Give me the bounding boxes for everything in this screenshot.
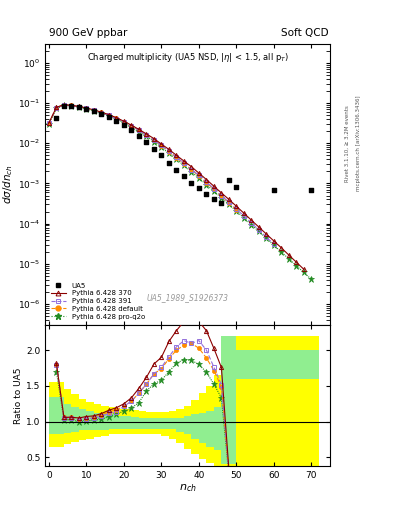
Point — [308, 185, 314, 194]
Point — [106, 113, 112, 121]
Point — [53, 114, 60, 122]
Text: Charged multiplicity (UA5 NSD, $|\eta|$ < 1.5, all p$_T$): Charged multiplicity (UA5 NSD, $|\eta|$ … — [86, 51, 289, 63]
Point — [196, 184, 202, 193]
Point — [166, 158, 172, 166]
Point — [61, 102, 67, 110]
Text: mcplots.cern.ch [arXiv:1306.3436]: mcplots.cern.ch [arXiv:1306.3436] — [356, 96, 361, 191]
Text: Soft QCD: Soft QCD — [281, 28, 328, 38]
Legend: UA5, Pythia 6.428 370, Pythia 6.428 391, Pythia 6.428 default, Pythia 6.428 pro-: UA5, Pythia 6.428 370, Pythia 6.428 391,… — [49, 281, 147, 322]
Point — [121, 121, 127, 129]
Y-axis label: Ratio to UA5: Ratio to UA5 — [14, 367, 23, 424]
Point — [271, 185, 277, 194]
Point — [218, 199, 224, 207]
X-axis label: $n_{ch}$: $n_{ch}$ — [179, 482, 196, 495]
Point — [76, 103, 82, 112]
Y-axis label: $d\sigma/dn_{ch}$: $d\sigma/dn_{ch}$ — [1, 164, 15, 204]
Point — [83, 105, 90, 113]
Point — [128, 126, 134, 134]
Point — [233, 183, 240, 191]
Point — [98, 110, 105, 118]
Point — [68, 102, 75, 111]
Point — [173, 165, 180, 174]
Point — [226, 176, 232, 184]
Point — [211, 195, 217, 203]
Text: Rivet 3.1.10, ≥ 3.2M events: Rivet 3.1.10, ≥ 3.2M events — [345, 105, 350, 182]
Text: 900 GeV ppbar: 900 GeV ppbar — [49, 28, 127, 38]
Point — [188, 179, 195, 187]
Point — [151, 145, 157, 153]
Point — [113, 117, 119, 125]
Point — [143, 138, 150, 146]
Text: UA5_1989_S1926373: UA5_1989_S1926373 — [147, 293, 229, 303]
Point — [158, 151, 165, 159]
Point — [203, 190, 209, 198]
Point — [181, 172, 187, 180]
Point — [91, 107, 97, 115]
Point — [136, 132, 142, 140]
